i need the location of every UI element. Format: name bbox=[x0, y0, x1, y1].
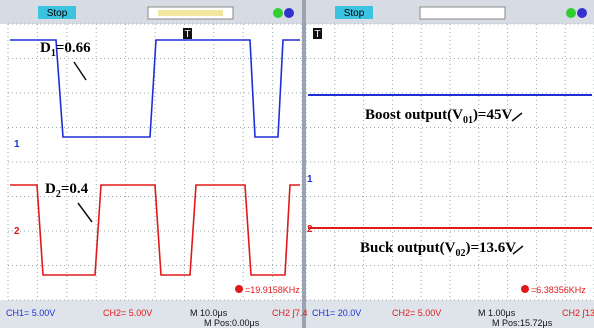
memory-window bbox=[158, 10, 223, 16]
ch2-marker: 2 bbox=[307, 224, 313, 235]
trigger-level: CH2 ∫7.4 bbox=[272, 308, 307, 318]
annotation-rest: )=45V bbox=[473, 107, 513, 123]
annotation-main: D bbox=[40, 40, 51, 56]
icon bbox=[273, 8, 283, 18]
annotation-main: D bbox=[45, 181, 56, 197]
ch1-scale: CH1= 5.00V bbox=[6, 308, 55, 318]
trigger-marker: T bbox=[184, 29, 190, 40]
timebase: M 10.0μs bbox=[190, 308, 228, 318]
status: Stop bbox=[47, 8, 68, 19]
ch1-marker: 1 bbox=[307, 174, 313, 185]
freq-icon bbox=[521, 285, 529, 293]
annotation: Buck output(V02)=13.6V bbox=[360, 240, 516, 259]
annotation-main: Boost output(V bbox=[365, 107, 463, 123]
pointer bbox=[74, 62, 86, 80]
annotation-main: Buck output(V bbox=[360, 240, 456, 256]
divider bbox=[302, 0, 306, 328]
annotation: D1=0.66 bbox=[40, 40, 91, 59]
status: Stop bbox=[344, 8, 365, 19]
ch2-scale: CH2= 5.00V bbox=[392, 308, 441, 318]
scope-screenshot: Stop Stop T T 1 2 1 2 D1=0.66 D2=0.4 Boo… bbox=[0, 0, 594, 328]
position: M Pos:15.72μs bbox=[492, 318, 553, 328]
trigger-marker: T bbox=[314, 29, 320, 40]
trigger-level: CH2 ∫13 bbox=[562, 308, 594, 318]
frequency: =19.9158KHz bbox=[245, 285, 300, 295]
ch2-waveform bbox=[10, 185, 300, 275]
icon bbox=[284, 8, 294, 18]
memory-bar bbox=[420, 7, 505, 19]
pointer bbox=[512, 113, 522, 121]
annotation-rest: =0.66 bbox=[56, 40, 91, 56]
annotation: D2=0.4 bbox=[45, 181, 89, 200]
freq-icon bbox=[235, 285, 243, 293]
ch1-scale: CH1= 20.0V bbox=[312, 308, 361, 318]
annotation-rest: )=13.6V bbox=[465, 240, 516, 256]
pointer bbox=[78, 203, 92, 222]
annotation-rest: =0.4 bbox=[61, 181, 89, 197]
ch2-marker: 2 bbox=[14, 226, 20, 237]
page: {"left_panel": {"status": "Stop", "trigg… bbox=[0, 0, 594, 328]
annotation: Boost output(V01)=45V bbox=[365, 107, 512, 126]
frequency: =6.38356KHz bbox=[531, 285, 586, 295]
annotation-sub: 02 bbox=[455, 248, 465, 259]
ch1-marker: 1 bbox=[14, 139, 20, 150]
icon bbox=[566, 8, 576, 18]
annotation-sub: 01 bbox=[463, 115, 473, 126]
ch2-scale: CH2= 5.00V bbox=[103, 308, 152, 318]
icon bbox=[577, 8, 587, 18]
position: M Pos:0.00μs bbox=[204, 318, 260, 328]
timebase: M 1.00μs bbox=[478, 308, 516, 318]
